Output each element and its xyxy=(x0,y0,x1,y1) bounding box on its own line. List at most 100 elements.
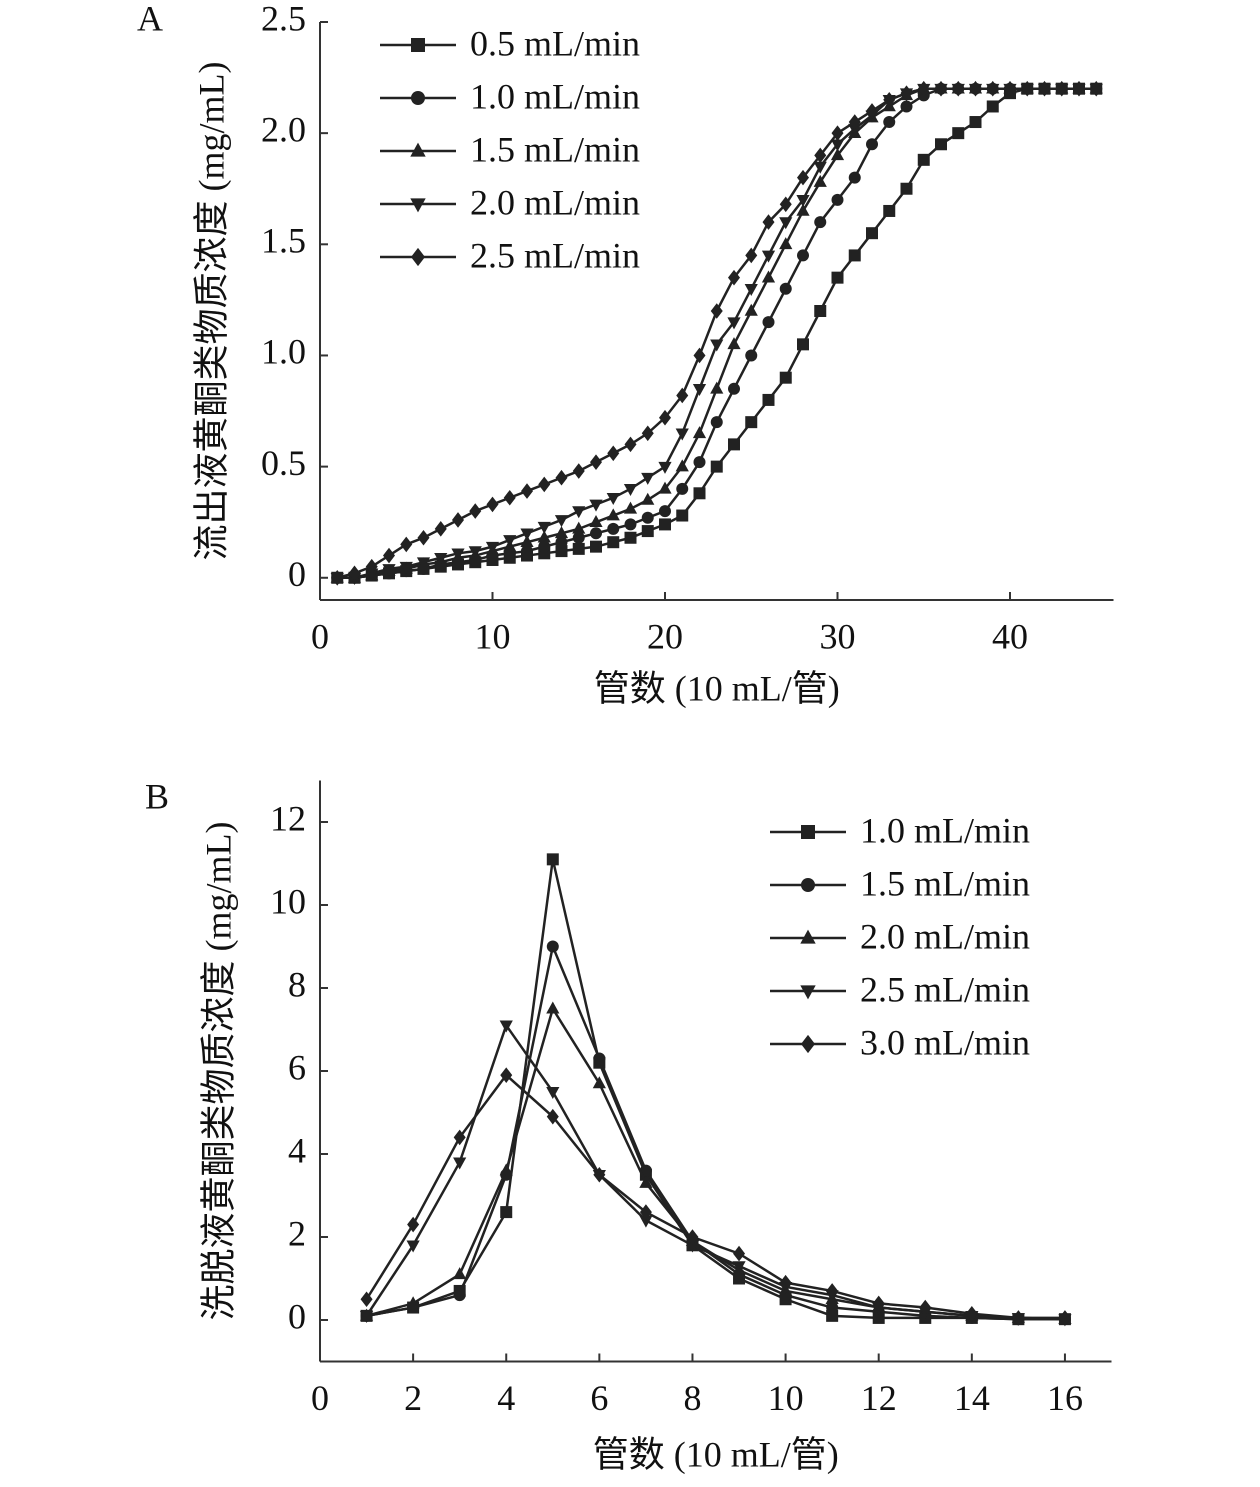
data-point xyxy=(1004,80,1016,97)
data-point xyxy=(952,127,965,140)
data-point xyxy=(1058,1310,1071,1326)
data-point xyxy=(468,546,482,559)
legend-label: 1.5 mL/min xyxy=(470,129,640,169)
legend-marker xyxy=(410,142,426,157)
series-line xyxy=(365,1022,1065,1321)
data-point xyxy=(555,545,568,558)
x-axis-title: 管数 (10 mL/管) xyxy=(593,1434,839,1474)
data-point xyxy=(641,425,654,442)
data-point xyxy=(762,316,775,329)
legend-label: 2.5 mL/min xyxy=(470,235,640,275)
panel-label: B xyxy=(145,776,169,816)
data-point xyxy=(745,416,758,429)
data-point xyxy=(407,1216,420,1233)
data-point xyxy=(986,80,999,97)
x-tick-label: 14 xyxy=(954,1378,990,1418)
data-point xyxy=(779,217,793,230)
data-point xyxy=(848,114,861,130)
series-line xyxy=(336,87,1097,579)
data-point xyxy=(813,161,827,174)
data-point xyxy=(546,1086,560,1099)
data-point xyxy=(453,1129,466,1146)
data-point xyxy=(733,1245,746,1262)
x-tick-label: 0 xyxy=(311,616,329,656)
data-point xyxy=(469,503,482,519)
data-point xyxy=(779,237,793,250)
legend-label: 0.5 mL/min xyxy=(470,23,640,63)
data-point xyxy=(935,138,947,151)
data-point xyxy=(900,182,913,195)
legend-label: 3.0 mL/min xyxy=(860,1022,1030,1062)
data-point xyxy=(685,1240,700,1253)
data-point xyxy=(590,454,602,470)
data-point xyxy=(546,853,559,866)
data-point xyxy=(641,511,654,524)
y-tick-label: 0 xyxy=(288,554,306,594)
data-point xyxy=(538,540,551,553)
data-point xyxy=(676,509,689,522)
legend-marker xyxy=(411,247,425,267)
data-point xyxy=(917,153,930,166)
data-point xyxy=(572,506,586,519)
data-point xyxy=(848,171,861,184)
data-point xyxy=(826,1301,839,1314)
data-point xyxy=(554,526,569,539)
data-point xyxy=(537,521,551,534)
data-point xyxy=(546,1001,560,1014)
data-point xyxy=(400,536,413,553)
x-tick-label: 20 xyxy=(647,616,683,656)
data-point xyxy=(453,1289,466,1302)
data-point xyxy=(675,428,689,441)
x-tick-label: 2 xyxy=(404,1378,422,1418)
data-point xyxy=(485,541,500,554)
data-point xyxy=(831,271,844,284)
data-point xyxy=(779,196,792,213)
y-axis-title: 流出液黄酮类物质浓度 (mg/mL) xyxy=(191,62,231,561)
data-point xyxy=(434,552,448,565)
data-point xyxy=(503,489,516,506)
series-line xyxy=(337,87,1097,580)
data-point xyxy=(348,565,361,582)
data-point xyxy=(692,384,707,397)
data-point xyxy=(796,195,810,208)
x-tick-label: 6 xyxy=(590,1378,608,1418)
y-tick-label: 0.5 xyxy=(261,443,306,483)
data-point xyxy=(710,303,723,319)
data-point xyxy=(796,203,810,216)
data-point xyxy=(538,476,551,493)
y-tick-label: 4 xyxy=(288,1130,306,1170)
y-tick-label: 10 xyxy=(270,881,306,921)
data-point xyxy=(675,459,689,472)
data-point xyxy=(365,558,378,575)
data-point xyxy=(1055,80,1068,97)
data-point xyxy=(710,381,724,394)
data-point xyxy=(593,1052,606,1065)
data-point xyxy=(728,438,740,451)
x-tick-label: 30 xyxy=(820,616,856,656)
data-point xyxy=(952,80,965,97)
series-line xyxy=(365,1073,1065,1320)
data-point xyxy=(572,463,585,479)
x-tick-label: 4 xyxy=(497,1378,515,1418)
data-point xyxy=(503,535,517,548)
legend-label: 2.0 mL/min xyxy=(470,182,640,222)
data-point xyxy=(986,100,999,113)
data-point xyxy=(360,1291,373,1308)
data-point xyxy=(728,382,740,395)
data-point xyxy=(451,548,465,561)
data-point xyxy=(797,169,809,186)
data-point xyxy=(399,561,413,574)
data-point xyxy=(365,568,379,581)
data-point xyxy=(727,337,741,350)
series-line xyxy=(337,87,1097,580)
data-point xyxy=(732,1261,746,1274)
data-point xyxy=(453,1267,467,1280)
data-point xyxy=(831,193,844,206)
y-tick-label: 1.5 xyxy=(261,221,306,261)
legend-label: 1.5 mL/min xyxy=(860,863,1030,903)
data-point xyxy=(555,536,568,549)
data-point xyxy=(658,461,672,474)
y-tick-label: 2.0 xyxy=(261,109,306,149)
data-point xyxy=(814,216,827,229)
